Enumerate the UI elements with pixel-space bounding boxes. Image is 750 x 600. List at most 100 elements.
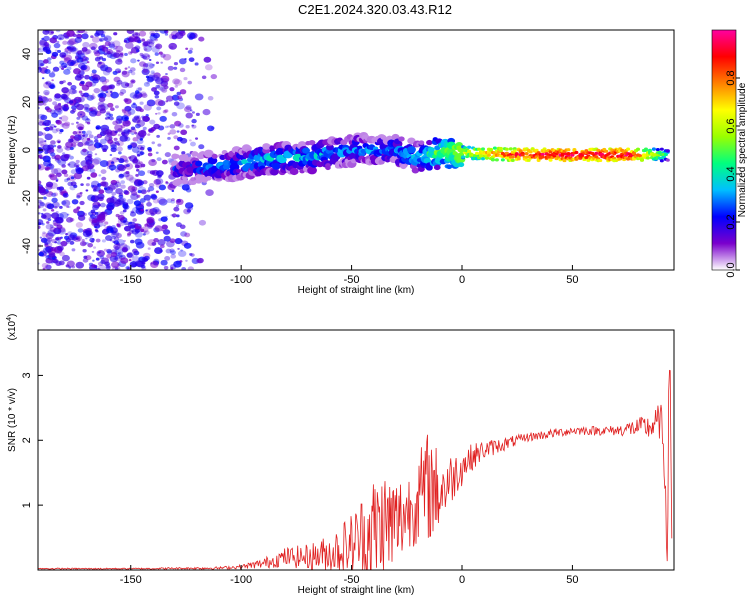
spectrogram-cell — [163, 265, 169, 270]
spectrogram-cell — [174, 85, 178, 88]
spectrogram-cell — [126, 252, 133, 258]
spectrogram-cell — [61, 87, 69, 94]
spectrogram-cell — [637, 154, 642, 158]
spectrogram-cell — [66, 101, 70, 105]
spectrogram-cell — [82, 41, 90, 48]
spectrogram-cell — [160, 259, 168, 266]
spectrogram-cell — [42, 231, 46, 235]
spectrogram-cell — [76, 195, 81, 199]
spectrogram-cell — [152, 206, 160, 213]
spectrogram-cell — [75, 159, 80, 164]
spectrogram-cell — [153, 178, 161, 185]
spectrogram-cell — [180, 249, 183, 252]
spectrogram-cell — [604, 149, 609, 153]
spectrogram-cell — [187, 206, 193, 211]
spectrogram-cell — [53, 125, 57, 128]
spectrogram-cell — [114, 201, 118, 205]
spectrogram-cell — [418, 140, 425, 146]
spectrogram-cell — [467, 145, 472, 149]
spectrogram-cell — [48, 252, 56, 258]
spectrogram-cell — [45, 223, 54, 230]
spectrogram-cell — [146, 76, 154, 83]
spectrogram-cell — [54, 154, 61, 161]
spectrogram-cell — [80, 64, 88, 71]
spectrogram-cell — [188, 57, 195, 62]
spectrogram-cell — [180, 231, 188, 237]
spectrogram-cell — [191, 205, 194, 207]
spectrogram-cell — [99, 76, 107, 82]
spectrogram-cell — [97, 213, 106, 221]
spectrogram-cell — [83, 143, 87, 146]
spectrogram-cell — [89, 42, 98, 50]
spectrogram-cell — [82, 212, 87, 217]
spectrogram-cell — [38, 48, 41, 51]
spectrogram-cell — [41, 232, 49, 238]
spectrogram-cell — [154, 76, 161, 82]
spectrogram-cell — [116, 79, 123, 85]
spectrogram-cell — [174, 32, 184, 40]
spectrogram-cell — [181, 151, 186, 155]
spectrogram-cell — [102, 31, 106, 34]
spectrogram-cell — [78, 131, 82, 134]
spectrogram-cell — [99, 39, 103, 42]
snr-x-tick-label: 0 — [459, 574, 465, 586]
spectrogram-cell — [127, 146, 132, 150]
spectrogram-cell — [113, 257, 117, 260]
spectrogram-cell — [161, 159, 168, 165]
spectrogram-cell — [110, 230, 120, 238]
spectrogram-cell — [155, 84, 161, 89]
spectrogram-cell — [104, 134, 113, 142]
spectrogram-cell — [167, 125, 170, 128]
snr-frame — [37, 329, 675, 571]
spectrogram-cell — [51, 168, 59, 175]
spectrogram-cell — [325, 165, 331, 171]
spectrogram-cell — [62, 40, 68, 45]
spectrogram-cell — [44, 140, 47, 143]
spectrogram-cell — [204, 64, 213, 71]
spectrogram-cell — [56, 139, 62, 144]
spectrogram-cell — [123, 110, 132, 117]
spectrogram-cell — [195, 160, 203, 167]
spectrogram-cell — [143, 194, 152, 201]
spectrogram-cell — [118, 120, 122, 124]
spectrogram-cell — [115, 168, 121, 173]
spectrogram-cell — [106, 166, 111, 169]
spectrogram-cell — [159, 115, 167, 122]
snr-x-tick-label: 50 — [566, 574, 578, 586]
spectrogram-cell — [38, 147, 42, 152]
spectrogram-cell — [106, 53, 113, 58]
spectrogram-cell — [162, 84, 168, 88]
spectrogram-cell — [500, 158, 505, 162]
spectrogram-cell — [655, 148, 660, 152]
spectrogram-cell — [162, 53, 172, 61]
spectrogram-cell — [59, 37, 62, 40]
spectrogram-cell — [90, 95, 96, 100]
spectrogram-cell — [148, 129, 152, 132]
spectrogram-cell — [86, 130, 92, 136]
spectrogram-cell — [127, 232, 132, 236]
spectrogram-cell — [423, 157, 432, 164]
spectrogram-cell — [104, 41, 111, 47]
spectrogram-cell — [101, 46, 109, 52]
spectrogram-cell — [102, 44, 107, 48]
spectrogram-cell — [169, 238, 176, 244]
spectrogram-cell — [57, 237, 62, 240]
spectrogram-cell — [124, 98, 132, 105]
spectrogram-cell — [86, 118, 90, 121]
spectrogram-cell — [41, 77, 45, 80]
spectrogram-cell — [38, 164, 42, 170]
spectrogram-cell — [201, 75, 207, 80]
snr-x-label: Height of straight line (km) — [298, 585, 415, 596]
spectrogram-cell — [38, 121, 45, 126]
spectrogram-cell — [90, 209, 96, 214]
spectrogram-x-tick-label: 50 — [566, 274, 578, 286]
spectrogram-cell — [180, 129, 188, 136]
spectrogram-cell — [148, 183, 155, 188]
spectrogram-cell — [170, 254, 177, 259]
spectrogram-cell — [195, 112, 200, 116]
spectrogram-cell — [75, 167, 84, 175]
spectrogram-cell — [141, 257, 148, 263]
spectrogram-cell — [146, 202, 152, 207]
spectrogram-cell — [138, 61, 147, 67]
snr-y-ticks: 1 2 3 — [21, 372, 43, 508]
